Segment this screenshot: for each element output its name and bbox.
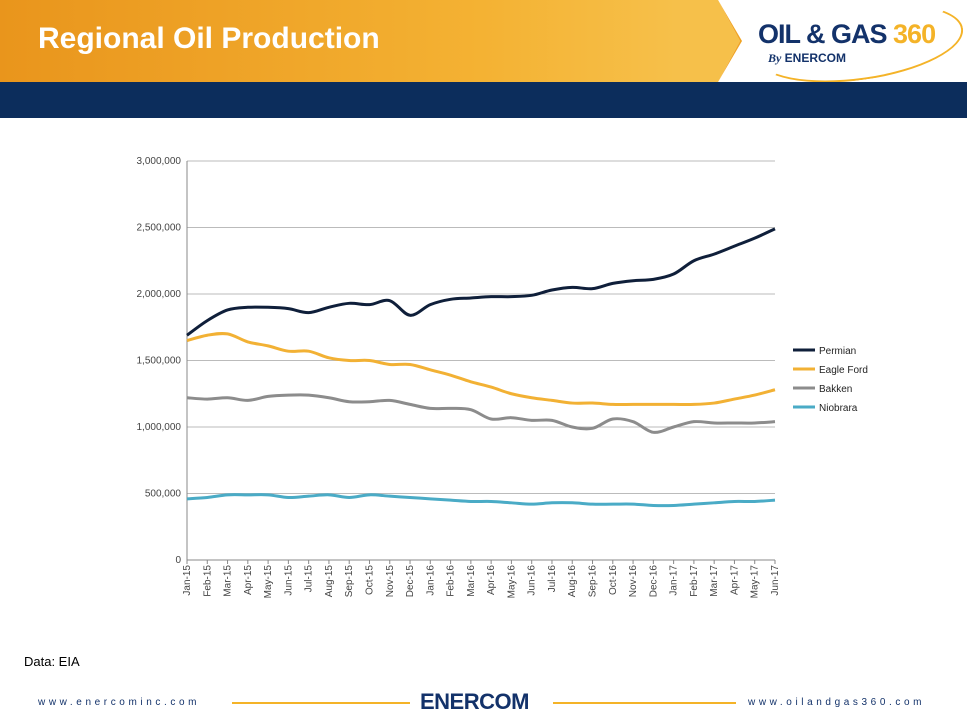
- x-tick-label: Jan-16: [425, 565, 436, 596]
- y-tick-label: 1,500,000: [137, 356, 182, 367]
- y-tick-label: 500,000: [145, 489, 182, 500]
- x-tick-label: Aug-15: [324, 565, 335, 598]
- x-tick-label: Apr-16: [486, 565, 497, 595]
- footer-divider-right: [553, 702, 736, 704]
- data-source: Data: EIA: [24, 654, 80, 669]
- oilandgas360-logo: OIL & GAS 360: [758, 19, 936, 49]
- footer-left-url[interactable]: www.enercominc.com: [38, 697, 201, 708]
- x-tick-label: May-16: [506, 565, 517, 599]
- y-tick-label: 3,000,000: [137, 156, 182, 167]
- x-tick-label: Feb-16: [446, 565, 457, 597]
- x-tick-label: Sep-16: [588, 565, 599, 598]
- x-tick-label: Sep-15: [344, 565, 355, 598]
- x-tick-label: Jul-16: [547, 565, 558, 593]
- logo-panel: [718, 0, 967, 82]
- legend-label: Eagle Ford: [819, 365, 868, 376]
- series-line-permian: [186, 227, 776, 337]
- x-tick-label: May-15: [263, 565, 274, 599]
- y-tick-label: 0: [175, 555, 181, 566]
- x-tick-label: Jun-15: [283, 565, 294, 596]
- footer-right-url[interactable]: www.oilandgas360.com: [748, 697, 926, 708]
- x-tick-label: Apr-15: [243, 565, 254, 595]
- series-line-bakken: [186, 393, 776, 434]
- x-tick-label: Jul-15: [304, 565, 315, 593]
- x-tick-label: Aug-16: [567, 565, 578, 598]
- legend-label: Niobrara: [819, 403, 858, 414]
- x-tick-label: Oct-16: [608, 565, 619, 595]
- x-tick-label: Jan-17: [669, 565, 680, 596]
- x-tick-label: Dec-16: [648, 565, 659, 598]
- y-tick-label: 2,000,000: [137, 289, 182, 300]
- legend-label: Permian: [819, 346, 856, 357]
- x-tick-label: Dec-15: [405, 565, 416, 598]
- legend-label: Bakken: [819, 384, 852, 395]
- x-tick-label: Nov-16: [628, 565, 639, 598]
- x-tick-label: Jun-17: [770, 565, 781, 596]
- x-tick-label: Feb-15: [202, 565, 213, 597]
- x-tick-label: May-17: [750, 565, 761, 599]
- series-line-niobrara: [186, 493, 776, 508]
- x-tick-label: Jan-15: [182, 565, 193, 596]
- x-tick-label: Oct-15: [364, 565, 375, 595]
- x-tick-label: Apr-17: [729, 565, 740, 595]
- enercom-logo: ENERCOM: [420, 689, 529, 714]
- footer-divider-left: [232, 702, 410, 704]
- header-band: [0, 82, 967, 118]
- x-tick-label: Jun-16: [527, 565, 538, 596]
- y-tick-label: 2,500,000: [137, 223, 182, 234]
- y-tick-label: 1,000,000: [137, 422, 182, 433]
- logo-byline: By ENERCOM: [768, 51, 847, 65]
- page-title: Regional Oil Production: [38, 22, 380, 55]
- x-tick-label: Feb-17: [689, 565, 700, 597]
- x-tick-label: Mar-15: [223, 565, 234, 597]
- series-line-eagle-ford: [186, 331, 776, 406]
- x-tick-label: Nov-15: [385, 565, 396, 598]
- x-tick-label: Mar-16: [466, 565, 477, 597]
- x-tick-label: Mar-17: [709, 565, 720, 597]
